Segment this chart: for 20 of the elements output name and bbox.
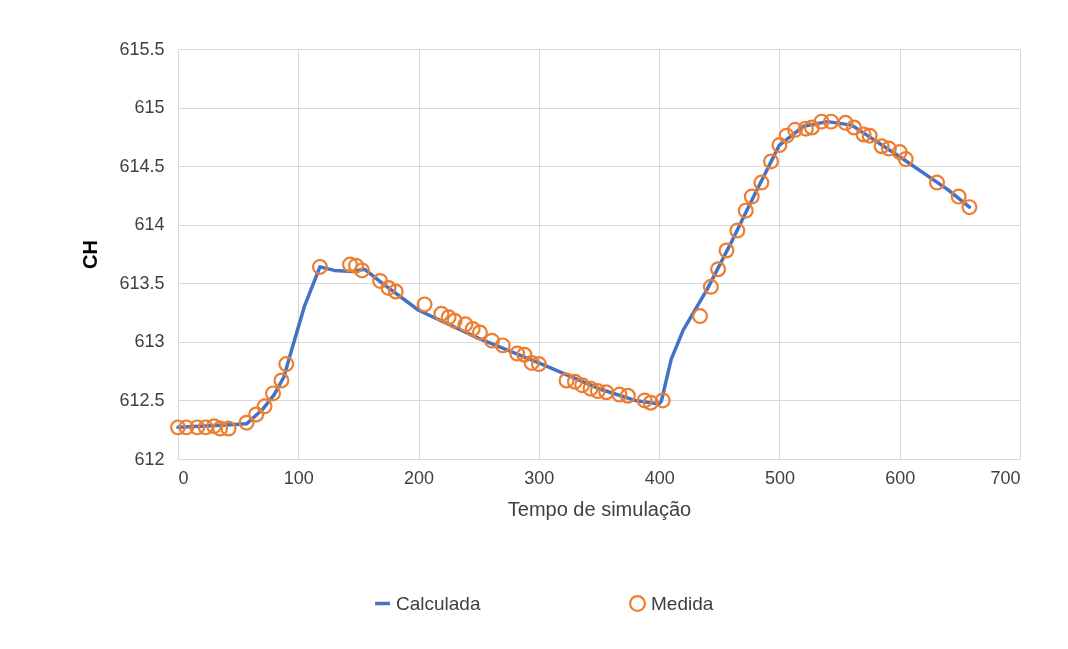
x-tick-label: 700 <box>990 467 1021 488</box>
y-tick-label: 615 <box>134 97 165 118</box>
y-tick-label: 614.5 <box>119 155 165 176</box>
x-axis-title: Tempo de simulação <box>507 497 692 520</box>
x-tick-label: 400 <box>644 467 675 488</box>
y-tick-label: 612.5 <box>119 389 165 410</box>
x-tick-label: 0 <box>178 467 189 488</box>
x-tick-label: 600 <box>885 467 916 488</box>
y-tick-label: 612 <box>134 448 165 469</box>
x-tick-label: 300 <box>524 467 555 488</box>
legend-label: Medida <box>651 592 714 614</box>
x-tick-label: 200 <box>404 467 435 488</box>
legend-label: Calculada <box>396 592 481 614</box>
x-tick-label: 100 <box>283 467 314 488</box>
y-tick-label: 613.5 <box>119 272 165 293</box>
y-tick-label: 615.5 <box>119 38 165 59</box>
y-tick-label: 614 <box>134 214 165 235</box>
x-tick-label: 500 <box>764 467 795 488</box>
y-axis-title: CH <box>79 240 102 269</box>
y-tick-label: 613 <box>134 331 165 352</box>
